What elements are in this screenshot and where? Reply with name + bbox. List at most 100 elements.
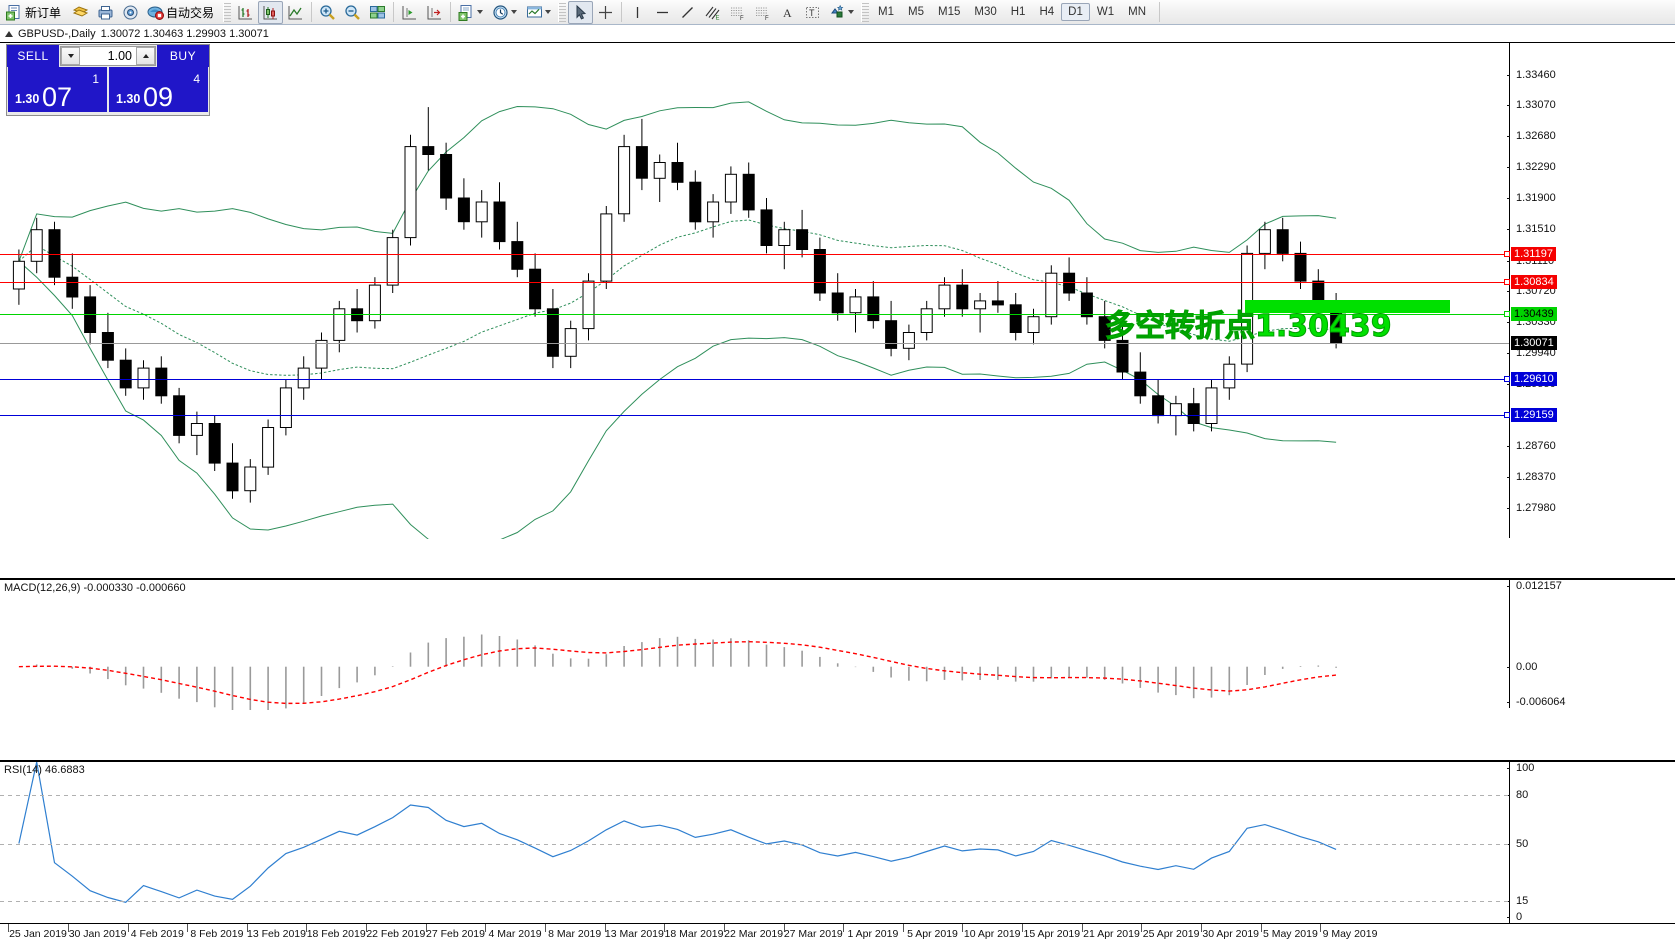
new-order-button[interactable]: 新订单 bbox=[2, 1, 68, 24]
indicators-button[interactable] bbox=[454, 1, 488, 24]
text-label-button[interactable]: A bbox=[775, 1, 800, 24]
timeframe-m30-button[interactable]: M30 bbox=[974, 6, 997, 18]
candle[interactable] bbox=[1116, 324, 1129, 380]
timeframe-mn-button[interactable]: MN bbox=[1128, 6, 1146, 18]
price-chart-canvas[interactable] bbox=[0, 43, 1509, 539]
candle[interactable] bbox=[529, 253, 542, 317]
template-button[interactable] bbox=[68, 1, 93, 24]
templates-button[interactable] bbox=[522, 1, 556, 24]
candle[interactable] bbox=[724, 166, 737, 214]
timeframe-h4-button[interactable]: H4 bbox=[1039, 6, 1055, 18]
chevron-down-icon-2[interactable] bbox=[509, 4, 518, 21]
chevron-down-icon-4[interactable] bbox=[846, 4, 855, 21]
price-level-line-last-price[interactable] bbox=[0, 342, 1509, 344]
print-button[interactable] bbox=[93, 1, 118, 24]
candle[interactable] bbox=[404, 134, 417, 246]
bar-chart-button[interactable] bbox=[233, 1, 258, 24]
line-chart-button[interactable] bbox=[283, 1, 308, 24]
candle[interactable] bbox=[600, 206, 613, 289]
auto-scroll-button[interactable] bbox=[422, 1, 447, 24]
level-handle[interactable] bbox=[1504, 250, 1510, 257]
candle[interactable] bbox=[511, 221, 524, 278]
price-level-badge-last-price[interactable]: 1.30071 bbox=[1511, 335, 1557, 350]
candle[interactable] bbox=[689, 170, 702, 230]
candle[interactable] bbox=[315, 332, 328, 381]
trendline-button[interactable] bbox=[675, 1, 700, 24]
timeframe-w1-button[interactable]: W1 bbox=[1096, 6, 1115, 18]
price-level-line-pivot[interactable] bbox=[0, 411, 1510, 418]
candle[interactable] bbox=[422, 107, 435, 171]
candle[interactable] bbox=[333, 300, 346, 353]
candle[interactable] bbox=[351, 289, 364, 333]
candle[interactable] bbox=[457, 178, 470, 230]
textbox-button[interactable]: T bbox=[800, 1, 825, 24]
candle[interactable] bbox=[1027, 308, 1040, 345]
autotrading-button[interactable]: 自动交易 bbox=[143, 1, 221, 24]
candle[interactable] bbox=[1294, 241, 1307, 289]
candle[interactable] bbox=[1205, 380, 1218, 432]
level-handle[interactable] bbox=[1504, 376, 1510, 383]
vertical-line-button[interactable] bbox=[625, 1, 650, 24]
timeframe-d1-button[interactable]: D1 bbox=[1061, 3, 1090, 21]
candle[interactable] bbox=[742, 162, 755, 218]
timeframe-m15-button[interactable]: M15 bbox=[938, 6, 961, 18]
sell-button[interactable]: 1.30 07 1 bbox=[8, 67, 107, 112]
candle[interactable] bbox=[1276, 217, 1289, 262]
candle[interactable] bbox=[760, 198, 773, 254]
candle[interactable] bbox=[796, 209, 809, 258]
candle[interactable] bbox=[84, 285, 97, 345]
candlestick-chart-button[interactable] bbox=[258, 0, 284, 24]
level-handle[interactable] bbox=[1504, 310, 1510, 317]
candle[interactable] bbox=[440, 142, 453, 210]
chevron-down-icon[interactable] bbox=[475, 4, 484, 21]
candle[interactable] bbox=[778, 221, 791, 270]
crosshair-button[interactable] bbox=[593, 1, 618, 24]
candle[interactable] bbox=[48, 221, 61, 286]
candle[interactable] bbox=[618, 134, 631, 222]
candle[interactable] bbox=[1080, 277, 1093, 325]
candle[interactable] bbox=[1009, 293, 1022, 341]
volume-increment-button[interactable] bbox=[136, 47, 155, 65]
candle[interactable] bbox=[707, 194, 720, 238]
candle[interactable] bbox=[653, 154, 666, 203]
cursor-button[interactable] bbox=[568, 0, 594, 24]
candle[interactable] bbox=[101, 312, 114, 369]
data-window-button[interactable] bbox=[118, 1, 143, 24]
price-level-badge-resistance[interactable]: 1.31197 bbox=[1511, 246, 1556, 261]
candle[interactable] bbox=[564, 320, 577, 369]
price-level-badge-resistance[interactable]: 1.30834 bbox=[1511, 275, 1557, 290]
price-level-line-pivot[interactable] bbox=[0, 376, 1510, 383]
chart-shift-button[interactable] bbox=[397, 1, 422, 24]
candle[interactable] bbox=[902, 324, 915, 361]
candle[interactable] bbox=[30, 217, 43, 274]
candle[interactable] bbox=[1134, 352, 1147, 404]
candle[interactable] bbox=[368, 277, 381, 329]
candle[interactable] bbox=[867, 281, 880, 329]
candle[interactable] bbox=[262, 419, 275, 475]
candle[interactable] bbox=[1187, 387, 1200, 432]
candle[interactable] bbox=[119, 348, 132, 396]
candle[interactable] bbox=[920, 300, 933, 341]
volume-stepper[interactable]: 1.00 bbox=[60, 46, 156, 66]
candle[interactable] bbox=[1045, 265, 1058, 325]
shapes-button[interactable] bbox=[825, 1, 859, 24]
candle[interactable] bbox=[190, 411, 203, 456]
buy-button[interactable]: 1.30 09 4 bbox=[109, 67, 208, 112]
horizontal-line-button[interactable] bbox=[650, 1, 675, 24]
price-level-badge-support[interactable]: 1.30439 bbox=[1511, 306, 1557, 321]
timeframe-h1-button[interactable]: H1 bbox=[1010, 6, 1026, 18]
price-axis[interactable]: 1.33460 1.33070 1.32680 1.32290 1.31900 1.315… bbox=[1506, 43, 1675, 538]
candle[interactable] bbox=[546, 289, 559, 369]
candle[interactable] bbox=[991, 281, 1004, 313]
rsi-chart-canvas[interactable] bbox=[0, 762, 1509, 925]
candle[interactable] bbox=[974, 293, 987, 333]
candle[interactable] bbox=[208, 415, 221, 471]
candle[interactable] bbox=[956, 269, 969, 317]
chevron-down-icon-3[interactable] bbox=[543, 4, 552, 21]
periods-button[interactable] bbox=[488, 1, 522, 24]
tile-windows-button[interactable] bbox=[365, 1, 390, 24]
level-handle[interactable] bbox=[1504, 279, 1510, 286]
candle[interactable] bbox=[885, 300, 898, 357]
candle[interactable] bbox=[813, 237, 826, 301]
candle[interactable] bbox=[244, 459, 257, 503]
